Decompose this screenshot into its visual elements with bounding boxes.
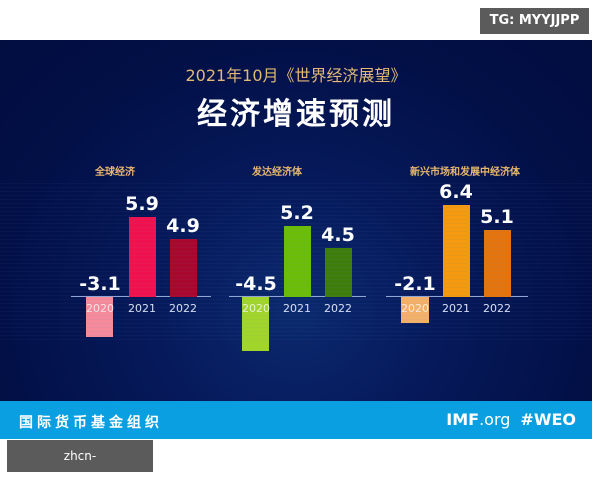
footer-bar: 国际货币基金组织 IMF.org #WEO: [0, 401, 592, 439]
year-label: 2020: [242, 302, 270, 315]
imf-domain: .org: [479, 410, 511, 429]
bar-2020: [86, 297, 113, 337]
bar-2022: [170, 239, 197, 297]
value-label: -3.1: [79, 273, 121, 295]
bar-2021: [443, 205, 470, 297]
footer-org-name: 国际货币基金组织: [19, 415, 163, 431]
year-label: 2022: [483, 302, 511, 315]
watermark-bottom-left: zhcn-dezhougames.com: [7, 440, 153, 495]
bar-2022: [484, 230, 511, 297]
group-title: 新兴市场和发展中经济体: [410, 167, 520, 178]
value-label: 4.9: [166, 215, 200, 237]
bar-2020: [242, 297, 269, 351]
baseline: [386, 296, 528, 297]
bar-2020: [401, 297, 429, 323]
hashtag: #WEO: [520, 410, 576, 429]
value-label: 4.5: [321, 224, 355, 246]
year-label: 2020: [401, 302, 429, 315]
chart-group-global: 全球经济 -3.1 5.9 4.9 2020 2021 2022: [67, 40, 217, 401]
value-label: 5.1: [480, 206, 514, 228]
group-title: 全球经济: [95, 167, 135, 178]
chart-group-advanced: 发达经济体 -4.5 5.2 4.5 2020 2021 2022: [227, 40, 377, 401]
year-label: 2021: [283, 302, 311, 315]
imf-logo-text: IMF: [446, 410, 480, 429]
year-label: 2021: [128, 302, 156, 315]
chart-panel: 2021年10月《世界经济展望》 经济增速预测 全球经济 -3.1 5.9 4.…: [0, 40, 592, 401]
chart-title: 经济增速预测: [197, 97, 395, 132]
year-label: 2022: [324, 302, 352, 315]
watermark-top-right: TG: MYYJJPP: [480, 8, 589, 34]
year-label: 2022: [169, 302, 197, 315]
year-label: 2021: [442, 302, 470, 315]
chart-subtitle: 2021年10月《世界经济展望》: [185, 66, 407, 85]
chart-group-emerging: 新兴市场和发展中经济体 -2.1 6.4 5.1 2020 2021 2022: [383, 40, 533, 401]
footer-links: IMF.org #WEO: [446, 410, 576, 429]
value-label: 5.9: [125, 193, 159, 215]
bar-2021: [129, 217, 156, 297]
baseline: [229, 296, 366, 297]
value-label: -2.1: [394, 273, 436, 295]
bar-2021: [284, 226, 311, 297]
year-label: 2020: [86, 302, 114, 315]
group-title: 发达经济体: [252, 167, 302, 178]
bar-2022: [325, 248, 352, 297]
value-label: -4.5: [235, 273, 277, 295]
value-label: 6.4: [439, 181, 473, 203]
value-label: 5.2: [280, 202, 314, 224]
baseline: [71, 296, 211, 297]
